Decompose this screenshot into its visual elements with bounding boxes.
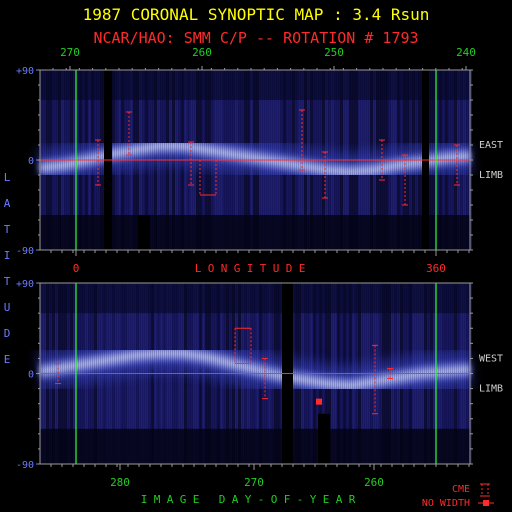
latitude-axis-letter: E: [4, 353, 11, 366]
cme-span: [322, 151, 328, 199]
latitude-axis-letter: U: [4, 301, 11, 314]
day-of-year-axis-letter: R: [349, 493, 356, 506]
limb-side-label: WEST: [479, 354, 503, 365]
day-of-year-axis-letter: A: [167, 493, 174, 506]
latitude-tick-label: 0: [28, 156, 34, 167]
limb-side-label: LIMB: [479, 384, 503, 395]
top-axis-tick-label: 270: [60, 46, 80, 59]
day-of-year-axis-letter: G: [180, 493, 187, 506]
bottom-axis-tick-label: 0: [73, 262, 80, 275]
day-of-year-axis-letter: D: [219, 493, 226, 506]
longitude-axis-letter: D: [286, 262, 293, 275]
top-axis-tick-label: 250: [324, 46, 344, 59]
day-of-year-axis-letter: Y: [310, 493, 317, 506]
top-axis-tick-label: 240: [456, 46, 476, 59]
day-of-year-axis-letter: M: [154, 493, 161, 506]
day-of-year-axis-letter: E: [193, 493, 200, 506]
cme-span: [199, 159, 217, 196]
longitude-axis-letter: T: [260, 262, 267, 275]
limb-side-label: EAST: [479, 140, 503, 151]
longitude-axis-letter: I: [247, 262, 254, 275]
longitude-axis-letter: G: [234, 262, 241, 275]
cme-span: [299, 109, 305, 171]
latitude-tick-label: +90: [16, 279, 34, 290]
cme-span: [55, 362, 61, 385]
cme-span: [372, 344, 378, 415]
cme-span: [188, 141, 194, 186]
cme-span: [262, 357, 268, 400]
legend-cme-label: CME: [452, 484, 470, 495]
bottom-axis-tick-label: 360: [426, 262, 446, 275]
chart-subtitle: NCAR/HAO: SMM C/P -- ROTATION # 1793: [93, 29, 418, 47]
day-of-year-axis-letter: -: [258, 493, 265, 506]
chart-title: 1987 CORONAL SYNOPTIC MAP : 3.4 Rsun: [83, 5, 430, 24]
day-of-year-axis-letter: Y: [245, 493, 252, 506]
latitude-tick-label: +90: [16, 66, 34, 77]
top-axis-tick-label: 260: [192, 46, 212, 59]
latitude-tick-label: -90: [16, 460, 34, 471]
cme-span: [126, 111, 132, 156]
day-of-year-axis-letter: E: [323, 493, 330, 506]
cme-span: [402, 154, 408, 206]
latitude-axis-letter: D: [4, 327, 11, 340]
legend-no-width-label: NO WIDTH: [422, 498, 470, 509]
no-width-cme-marker: [316, 398, 322, 405]
latitude-axis-letter: A: [4, 197, 11, 210]
legend: CME NO WIDTH: [422, 483, 494, 509]
latitude-tick-label: -90: [16, 246, 34, 257]
day-of-year-axis-letter: F: [284, 493, 291, 506]
bottom-axis-tick-label: 270: [244, 476, 264, 489]
bottom-axis-tick-label: 260: [364, 476, 384, 489]
longitude-axis-letter: N: [221, 262, 228, 275]
day-of-year-axis-letter: O: [271, 493, 278, 506]
cme-span: [95, 139, 101, 186]
cme-span: [234, 327, 252, 364]
day-of-year-axis-letter: A: [232, 493, 239, 506]
day-of-year-axis-letter: I: [141, 493, 148, 506]
cme-span: [387, 367, 393, 380]
legend-symbols: [478, 483, 494, 506]
longitude-axis-letter: O: [208, 262, 215, 275]
latitude-axis-letter: T: [4, 223, 11, 236]
cme-span: [379, 139, 385, 181]
longitude-axis-letter: E: [299, 262, 306, 275]
west-limb-panel: +90 0 -90 WEST LIMB 280 270 260: [16, 279, 503, 489]
limb-side-label: LIMB: [479, 170, 503, 181]
latitude-axis-letter: L: [4, 171, 11, 184]
latitude-axis-letter: T: [4, 275, 11, 288]
latitude-tick-label: 0: [28, 370, 34, 381]
day-of-year-axis-letter: -: [297, 493, 304, 506]
day-of-year-axis-letter: A: [336, 493, 343, 506]
longitude-axis-letter: L: [195, 262, 202, 275]
east-limb-panel: +90 0 -90 EAST LIMB 270 260 250 240 0 360: [16, 46, 503, 275]
legend-no-width-symbol: [483, 500, 489, 506]
longitude-axis-letter: U: [273, 262, 280, 275]
cme-span: [454, 144, 460, 186]
latitude-axis-letter: I: [4, 249, 11, 262]
bottom-axis-tick-label: 280: [110, 476, 130, 489]
